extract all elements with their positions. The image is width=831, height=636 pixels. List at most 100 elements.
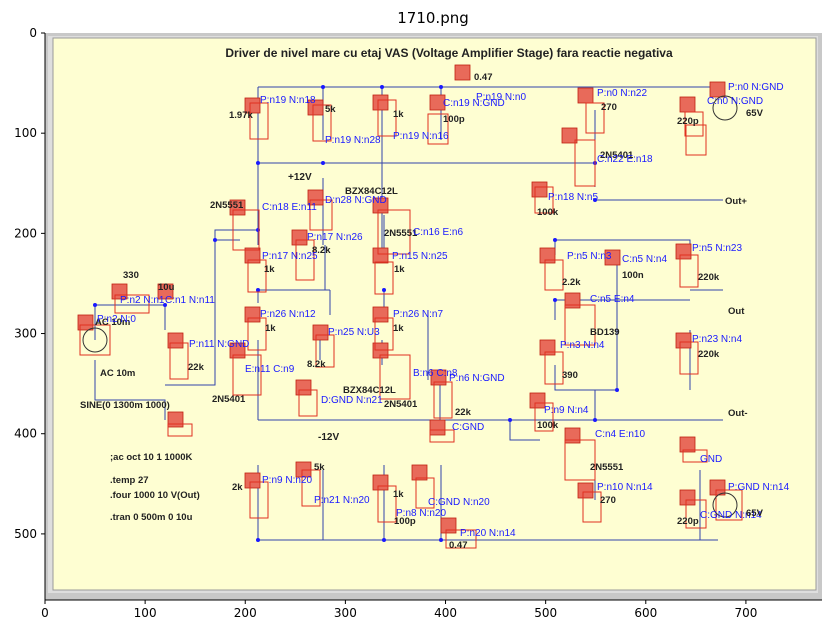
sources — [82, 95, 738, 518]
out-minus: Out- — [728, 408, 748, 419]
component-labels: 0.47 P:n19 N:n0 1.97k P:n19 N:n18 5k P:n19 N:… — [95, 72, 790, 551]
node-label: P:n0 N:n22 — [597, 88, 647, 99]
node-label: P:n9 N:n4 — [544, 405, 589, 416]
node-label: C:n22 E:n18 — [597, 154, 653, 165]
node-label: C:n4 E:n10 — [595, 429, 645, 440]
spice-line: .four 1000 10 V(Out) — [110, 490, 200, 501]
node-label: P:n10 N:n14 — [597, 482, 653, 493]
node-label: P:n15 N:n25 — [392, 251, 448, 262]
component-value: 2N5551 — [384, 228, 418, 239]
y-tick-label: 200 — [14, 226, 37, 240]
node-label: C:GND — [452, 422, 484, 433]
node-label: C:GND N:n14 — [700, 510, 762, 521]
component-value: 0.47 — [449, 540, 468, 551]
node-label: P:n5 N:n23 — [692, 243, 742, 254]
output-labels: Out+ Out Out- — [725, 196, 748, 419]
v1-value: AC 10m — [100, 368, 135, 379]
component-value: 8.2k — [312, 245, 331, 256]
y-tick-label: 500 — [14, 527, 37, 541]
component-value: 22k — [188, 362, 205, 373]
component-value: 65V — [746, 108, 764, 119]
x-tick-label: 0 — [41, 606, 49, 620]
component-value: 1k — [393, 109, 404, 120]
y-tick-label: 100 — [14, 126, 37, 140]
node-label: C:n18 E:n11 — [262, 202, 317, 213]
node-label: C:n5 E:n4 — [590, 294, 635, 305]
component-value: 10u — [158, 282, 175, 293]
node-label: P:n19 N:n16 — [393, 131, 449, 142]
component-value: 1k — [265, 323, 276, 334]
node-label: P:n21 N:n20 — [314, 495, 370, 506]
component-value: 100n — [622, 270, 644, 281]
component-value: 5k — [325, 104, 336, 115]
component-value: 270 — [601, 102, 617, 113]
out: Out — [728, 306, 745, 317]
component-value: BZX84C12L — [343, 385, 396, 396]
node-label: P:n2 N:0 — [97, 314, 136, 325]
x-tick-label: 700 — [734, 606, 757, 620]
x-ticks: 0 100 200 300 400 500 600 700 — [41, 600, 757, 620]
component-value: 270 — [600, 495, 616, 506]
y-ticks: 0 100 200 300 400 500 — [14, 26, 45, 541]
component-value: 220p — [677, 516, 699, 527]
component-value: 100p — [443, 114, 465, 125]
node-label: GND — [700, 454, 722, 465]
component-value: 390 — [562, 370, 578, 381]
rail-labels: +12V -12V — [288, 172, 339, 443]
component-value: BD139 — [590, 327, 620, 338]
component-value: 100p — [394, 516, 416, 527]
node-label: P:n20 N:n14 — [460, 528, 516, 539]
component-value: 8.2k — [307, 359, 326, 370]
component-value: 2N5401 — [212, 394, 246, 405]
component-value: 2N5401 — [600, 150, 634, 161]
component-value: 220p — [677, 116, 699, 127]
source-spec: SINE(0 1300m 1000) — [80, 400, 170, 411]
x-tick-label: 500 — [534, 606, 557, 620]
node-label: P:n25 N:U3 — [328, 327, 380, 338]
node-label: P:n19 N:n18 — [260, 95, 316, 106]
component-value: 220k — [698, 349, 720, 360]
node-label: P:n8 N:n20 — [396, 508, 446, 519]
x-tick-label: 200 — [234, 606, 257, 620]
y-tick-label: 400 — [14, 427, 37, 441]
rail-neg: -12V — [318, 432, 339, 443]
node-label: P:n26 N:n12 — [260, 309, 316, 320]
component-value: 100k — [537, 207, 559, 218]
node-label: P:n17 N:n25 — [262, 251, 318, 262]
node-label: P:n0 N:GND — [728, 82, 784, 93]
component-value: 2N5551 — [210, 200, 244, 211]
spice-line: .tran 0 500m 0 10u — [110, 512, 193, 523]
out-plus: Out+ — [725, 196, 747, 207]
node-label: D:n28 N:GND — [325, 195, 387, 206]
x-tick-label: 600 — [634, 606, 657, 620]
component-value: 1.97k — [229, 110, 253, 121]
component-value: 5k — [314, 462, 325, 473]
schematic-image: Driver de nivel mare cu etaj VAS (Voltag… — [45, 33, 822, 600]
component-value: 2N5401 — [384, 399, 418, 410]
component-outlines — [79, 99, 743, 549]
node-label: P:n3 N:n4 — [560, 340, 605, 351]
component-value: 2N5551 — [590, 462, 624, 473]
component-value: 65V — [746, 508, 764, 519]
x-tick-label: 400 — [434, 606, 457, 620]
node-label: C:n19 N:GND — [443, 98, 505, 109]
node-label: P:n26 N:n7 — [393, 309, 443, 320]
rail-pos: +12V — [288, 172, 312, 183]
component-value: 1k — [393, 489, 404, 500]
component-value: 100k — [537, 420, 559, 431]
y-tick-label: 300 — [14, 327, 37, 341]
component-value: 0.47 — [474, 72, 493, 83]
figure-title: 1710.png — [397, 9, 469, 27]
component-value: 220k — [698, 272, 720, 283]
x-tick-label: 300 — [334, 606, 357, 620]
node-label: C:GND N:n20 — [428, 497, 490, 508]
node-label: P:n19 N:n28 — [325, 135, 381, 146]
node-label: P:n6 N:GND — [449, 373, 505, 384]
component-value: 1k — [393, 323, 404, 334]
y-tick-label: 0 — [29, 26, 37, 40]
node-label: C:n5 N:n4 — [622, 254, 667, 265]
node-label: B:n6 C:n8 — [413, 368, 458, 379]
node-label: P:GND N:n14 — [728, 482, 790, 493]
component-value: 330 — [123, 270, 139, 281]
component-value: 2.2k — [562, 277, 581, 288]
